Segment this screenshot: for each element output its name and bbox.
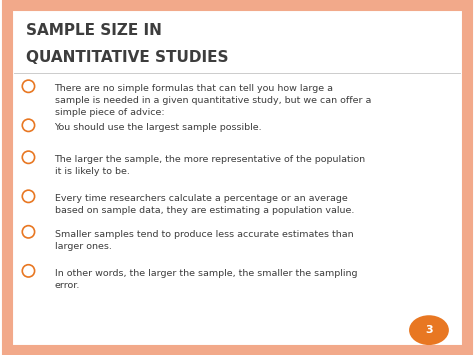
Ellipse shape [22, 226, 35, 238]
Circle shape [409, 315, 449, 345]
Ellipse shape [22, 151, 35, 163]
Text: The larger the sample, the more representative of the population
it is likely to: The larger the sample, the more represen… [55, 155, 365, 176]
Text: Smaller samples tend to produce less accurate estimates than
larger ones.: Smaller samples tend to produce less acc… [55, 230, 353, 251]
Text: Every time researchers calculate a percentage or an average
based on sample data: Every time researchers calculate a perce… [55, 194, 354, 215]
Text: In other words, the larger the sample, the smaller the sampling
error.: In other words, the larger the sample, t… [55, 269, 357, 290]
Ellipse shape [22, 80, 35, 92]
Text: SAMPLE SIZE IN: SAMPLE SIZE IN [26, 23, 162, 38]
Text: You should use the largest sample possible.: You should use the largest sample possib… [55, 123, 262, 132]
Text: There are no simple formulas that can tell you how large a
sample is needed in a: There are no simple formulas that can te… [55, 84, 371, 118]
FancyBboxPatch shape [7, 5, 467, 350]
Ellipse shape [22, 119, 35, 131]
Ellipse shape [22, 190, 35, 202]
Text: QUANTITATIVE STUDIES: QUANTITATIVE STUDIES [26, 50, 228, 65]
Ellipse shape [22, 265, 35, 277]
Text: 3: 3 [425, 325, 433, 335]
